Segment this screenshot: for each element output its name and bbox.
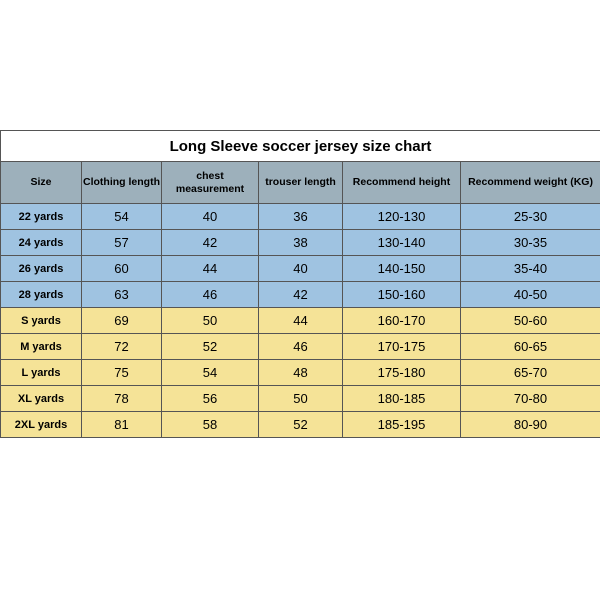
cell-weight: 60-65 bbox=[461, 334, 600, 360]
cell-height: 185-195 bbox=[343, 412, 461, 438]
cell-chest: 44 bbox=[162, 256, 259, 282]
cell-size: 24 yards bbox=[1, 230, 82, 256]
cell-weight: 80-90 bbox=[461, 412, 600, 438]
cell-trouser: 46 bbox=[259, 334, 343, 360]
cell-height: 130-140 bbox=[343, 230, 461, 256]
table-body: 22 yards544036120-13025-3024 yards574238… bbox=[1, 204, 600, 438]
cell-trouser: 50 bbox=[259, 386, 343, 412]
col-weight: Recommend weight (KG) bbox=[461, 162, 600, 204]
table-row: L yards755448175-18065-70 bbox=[1, 360, 600, 386]
table-row: 26 yards604440140-15035-40 bbox=[1, 256, 600, 282]
cell-clothing: 78 bbox=[82, 386, 162, 412]
cell-weight: 35-40 bbox=[461, 256, 600, 282]
cell-size: 22 yards bbox=[1, 204, 82, 230]
cell-trouser: 36 bbox=[259, 204, 343, 230]
cell-size: XL yards bbox=[1, 386, 82, 412]
cell-chest: 50 bbox=[162, 308, 259, 334]
cell-trouser: 40 bbox=[259, 256, 343, 282]
cell-clothing: 75 bbox=[82, 360, 162, 386]
table-row: 22 yards544036120-13025-30 bbox=[1, 204, 600, 230]
cell-trouser: 44 bbox=[259, 308, 343, 334]
cell-clothing: 60 bbox=[82, 256, 162, 282]
cell-weight: 70-80 bbox=[461, 386, 600, 412]
cell-trouser: 38 bbox=[259, 230, 343, 256]
col-size: Size bbox=[1, 162, 82, 204]
table-row: 2XL yards815852185-19580-90 bbox=[1, 412, 600, 438]
cell-weight: 25-30 bbox=[461, 204, 600, 230]
cell-height: 160-170 bbox=[343, 308, 461, 334]
col-trouser: trouser length bbox=[259, 162, 343, 204]
table-header-row: Size Clothing length chest measurement t… bbox=[1, 162, 600, 204]
cell-weight: 65-70 bbox=[461, 360, 600, 386]
cell-chest: 54 bbox=[162, 360, 259, 386]
cell-clothing: 72 bbox=[82, 334, 162, 360]
cell-chest: 56 bbox=[162, 386, 259, 412]
cell-weight: 50-60 bbox=[461, 308, 600, 334]
cell-clothing: 69 bbox=[82, 308, 162, 334]
cell-chest: 52 bbox=[162, 334, 259, 360]
cell-chest: 46 bbox=[162, 282, 259, 308]
cell-trouser: 42 bbox=[259, 282, 343, 308]
cell-size: 2XL yards bbox=[1, 412, 82, 438]
table-row: M yards725246170-17560-65 bbox=[1, 334, 600, 360]
cell-chest: 42 bbox=[162, 230, 259, 256]
cell-height: 175-180 bbox=[343, 360, 461, 386]
col-clothing: Clothing length bbox=[82, 162, 162, 204]
cell-weight: 40-50 bbox=[461, 282, 600, 308]
cell-height: 170-175 bbox=[343, 334, 461, 360]
table-row: XL yards785650180-18570-80 bbox=[1, 386, 600, 412]
cell-trouser: 48 bbox=[259, 360, 343, 386]
cell-size: 28 yards bbox=[1, 282, 82, 308]
col-height: Recommend height bbox=[343, 162, 461, 204]
cell-chest: 58 bbox=[162, 412, 259, 438]
cell-height: 180-185 bbox=[343, 386, 461, 412]
table-title: Long Sleeve soccer jersey size chart bbox=[1, 131, 600, 162]
cell-height: 140-150 bbox=[343, 256, 461, 282]
table-row: S yards695044160-17050-60 bbox=[1, 308, 600, 334]
cell-size: L yards bbox=[1, 360, 82, 386]
cell-trouser: 52 bbox=[259, 412, 343, 438]
cell-size: S yards bbox=[1, 308, 82, 334]
cell-size: 26 yards bbox=[1, 256, 82, 282]
cell-clothing: 63 bbox=[82, 282, 162, 308]
cell-clothing: 54 bbox=[82, 204, 162, 230]
cell-clothing: 57 bbox=[82, 230, 162, 256]
cell-chest: 40 bbox=[162, 204, 259, 230]
cell-size: M yards bbox=[1, 334, 82, 360]
cell-height: 120-130 bbox=[343, 204, 461, 230]
cell-weight: 30-35 bbox=[461, 230, 600, 256]
cell-clothing: 81 bbox=[82, 412, 162, 438]
size-chart-table: Long Sleeve soccer jersey size chart Siz… bbox=[0, 130, 600, 438]
table-row: 24 yards574238130-14030-35 bbox=[1, 230, 600, 256]
table-row: 28 yards634642150-16040-50 bbox=[1, 282, 600, 308]
col-chest: chest measurement bbox=[162, 162, 259, 204]
cell-height: 150-160 bbox=[343, 282, 461, 308]
